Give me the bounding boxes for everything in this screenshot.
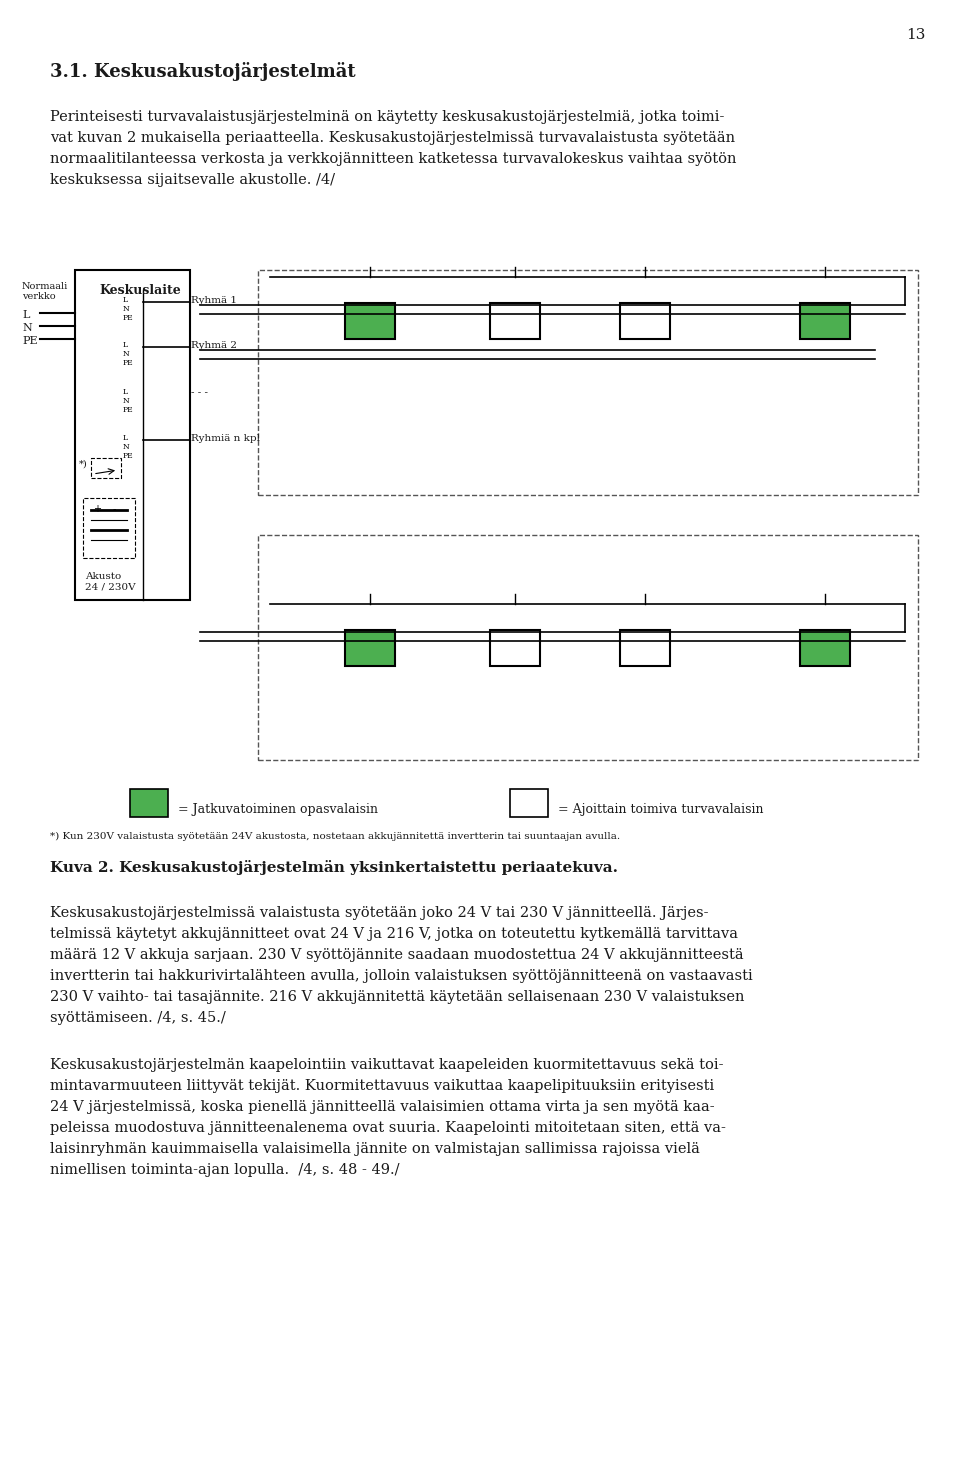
- Text: 24 V järjestelmissä, koska pienellä jännitteellä valaisimien ottama virta ja sen: 24 V järjestelmissä, koska pienellä jänn…: [50, 1100, 714, 1114]
- Text: 3.1. Keskusakustojärjestelmät: 3.1. Keskusakustojärjestelmät: [50, 62, 355, 81]
- Text: Ryhmä 1: Ryhmä 1: [191, 296, 237, 304]
- Text: laisinryhmän kauimmaisella valaisimella jännite on valmistajan sallimissa rajois: laisinryhmän kauimmaisella valaisimella …: [50, 1142, 700, 1156]
- Text: - - -: - - -: [191, 389, 208, 398]
- Text: keskuksessa sijaitsevalle akustolle. /4/: keskuksessa sijaitsevalle akustolle. /4/: [50, 173, 335, 188]
- Text: verkko: verkko: [22, 293, 56, 302]
- Text: = Ajoittain toimiva turvavalaisin: = Ajoittain toimiva turvavalaisin: [558, 803, 763, 816]
- Text: *) Kun 230V valaistusta syötetään 24V akustosta, nostetaan akkujännitettä invert: *) Kun 230V valaistusta syötetään 24V ak…: [50, 832, 620, 841]
- Text: Kuva 2. Keskusakustojärjestelmän yksinkertaistettu periaatekuva.: Kuva 2. Keskusakustojärjestelmän yksinke…: [50, 860, 618, 875]
- Text: PE: PE: [22, 336, 37, 346]
- Text: L: L: [123, 341, 128, 349]
- Text: 13: 13: [905, 28, 925, 41]
- Text: -: -: [113, 504, 116, 514]
- Bar: [345, 630, 395, 667]
- Text: Keskusakustojärjestelmissä valaistusta syötetään joko 24 V tai 230 V jännitteell: Keskusakustojärjestelmissä valaistusta s…: [50, 906, 708, 919]
- Text: mintavarmuuteen liittyvät tekijät. Kuormitettavuus vaikuttaa kaapelipituuksiin e: mintavarmuuteen liittyvät tekijät. Kuorm…: [50, 1079, 714, 1094]
- Text: peleissa muodostuva jännitteenalenema ovat suuria. Kaapelointi mitoitetaan siten: peleissa muodostuva jännitteenalenema ov…: [50, 1120, 726, 1135]
- Bar: [75, 270, 190, 600]
- Text: nimellisen toiminta-ajan lopulla.  /4, s. 48 - 49./: nimellisen toiminta-ajan lopulla. /4, s.…: [50, 1163, 399, 1176]
- Text: *): *): [79, 460, 87, 469]
- Text: L: L: [123, 296, 128, 304]
- Text: Ryhmiä n kpl: Ryhmiä n kpl: [191, 435, 260, 443]
- Bar: [800, 630, 850, 667]
- Text: PE: PE: [123, 406, 133, 414]
- Bar: [490, 630, 540, 667]
- Text: PE: PE: [123, 313, 133, 322]
- Text: N: N: [123, 350, 130, 358]
- Text: normaalitilanteessa verkosta ja verkkojännitteen katketessa turvavalokeskus vaih: normaalitilanteessa verkosta ja verkkojä…: [50, 152, 736, 166]
- Text: Ryhmä 2: Ryhmä 2: [191, 341, 237, 350]
- Text: syöttämiseen. /4, s. 45./: syöttämiseen. /4, s. 45./: [50, 1011, 226, 1026]
- Text: N: N: [123, 398, 130, 405]
- Text: L: L: [123, 435, 128, 442]
- Bar: [620, 630, 670, 667]
- Text: 24 / 230V: 24 / 230V: [85, 582, 135, 593]
- Text: Normaali: Normaali: [22, 282, 68, 291]
- Text: L: L: [22, 310, 30, 321]
- Text: N: N: [123, 443, 130, 451]
- Bar: [345, 303, 395, 338]
- Text: PE: PE: [123, 452, 133, 460]
- FancyBboxPatch shape: [83, 498, 135, 559]
- Bar: [800, 303, 850, 338]
- Text: määrä 12 V akkuja sarjaan. 230 V syöttöjännite saadaan muodostettua 24 V akkujän: määrä 12 V akkuja sarjaan. 230 V syöttöj…: [50, 947, 744, 962]
- Text: 230 V vaihto- tai tasajännite. 216 V akkujännitettä käytetään sellaisenaan 230 V: 230 V vaihto- tai tasajännite. 216 V akk…: [50, 990, 745, 1004]
- Text: N: N: [22, 324, 32, 333]
- Text: telmissä käytetyt akkujännitteet ovat 24 V ja 216 V, jotka on toteutettu kytkemä: telmissä käytetyt akkujännitteet ovat 24…: [50, 927, 738, 941]
- Text: PE: PE: [123, 359, 133, 367]
- Bar: [510, 789, 548, 817]
- Text: N: N: [123, 304, 130, 313]
- Text: Keskusakustojärjestelmän kaapelointiin vaikuttavat kaapeleiden kuormitettavuus s: Keskusakustojärjestelmän kaapelointiin v…: [50, 1058, 724, 1072]
- Text: invertterin tai hakkurivirtalähteen avulla, jolloin valaistuksen syöttöjännittee: invertterin tai hakkurivirtalähteen avul…: [50, 970, 753, 983]
- Text: Akusto: Akusto: [85, 572, 121, 581]
- Text: L: L: [123, 389, 128, 396]
- Bar: [490, 303, 540, 338]
- Text: vat kuvan 2 mukaisella periaatteella. Keskusakustojärjestelmissä turvavalaistust: vat kuvan 2 mukaisella periaatteella. Ke…: [50, 132, 735, 145]
- Text: +: +: [93, 504, 101, 514]
- Bar: [620, 303, 670, 338]
- Text: Keskuslaite: Keskuslaite: [100, 284, 181, 297]
- Bar: [130, 789, 168, 817]
- FancyBboxPatch shape: [91, 458, 121, 477]
- Text: Perinteisesti turvavalaistusjärjestelminä on käytetty keskusakustojärjestelmiä, : Perinteisesti turvavalaistusjärjestelmin…: [50, 109, 725, 124]
- Text: = Jatkuvatoiminen opasvalaisin: = Jatkuvatoiminen opasvalaisin: [178, 803, 378, 816]
